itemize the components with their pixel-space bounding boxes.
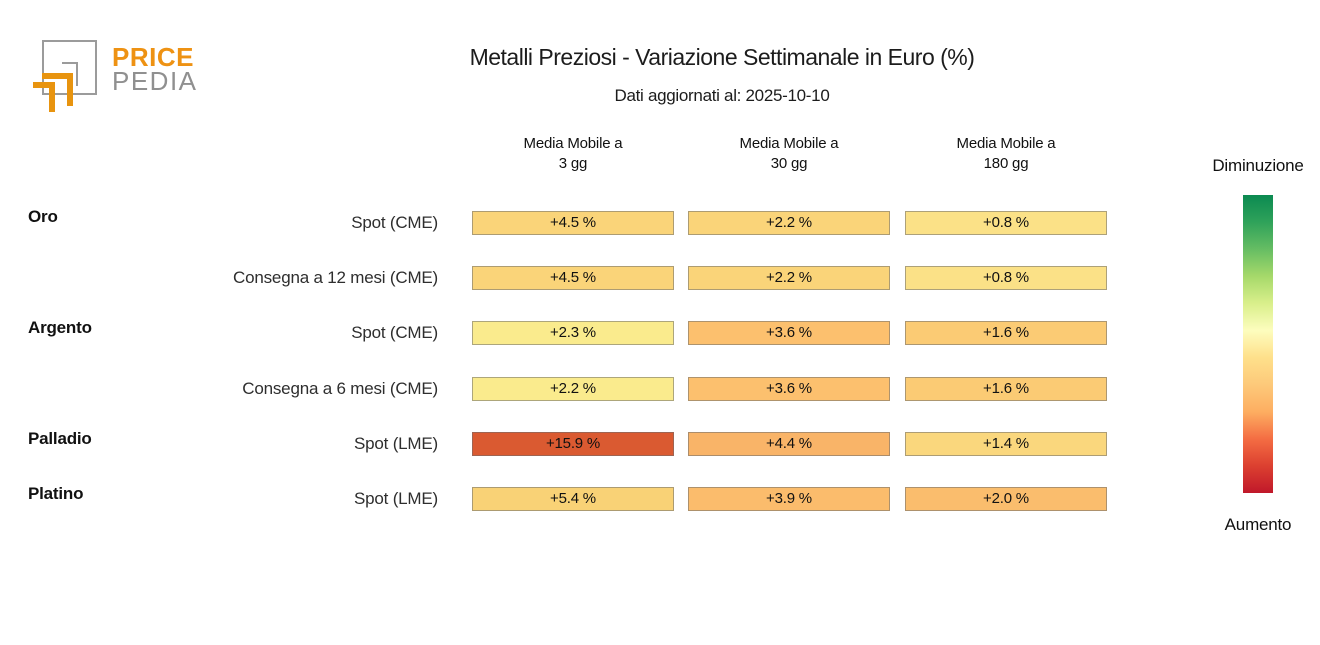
column-header-line2: 180 gg [983, 155, 1029, 172]
logo-bracket-shape [62, 62, 78, 86]
heatmap-cell: +4.4 % [688, 432, 890, 456]
page-subtitle: Dati aggiornati al: 2025-10-10 [614, 86, 830, 105]
row-label: Spot (LME) [354, 489, 438, 508]
legend-label-aumento: Aumento [1224, 515, 1292, 534]
heatmap-cell: +1.6 % [905, 321, 1107, 345]
legend-colorbar [1243, 195, 1273, 493]
group-label-palladio: Palladio [28, 429, 92, 448]
row-label: Spot (CME) [351, 213, 438, 232]
row-label: Consegna a 12 mesi (CME) [233, 268, 438, 287]
heatmap-cell: +2.3 % [472, 321, 674, 345]
column-header-3gg: Media Mobile a 3 gg [472, 134, 674, 174]
group-label-oro: Oro [28, 207, 58, 226]
heatmap-cell: +2.0 % [905, 487, 1107, 511]
column-header-line2: 3 gg [558, 155, 588, 172]
heatmap-cell: +3.6 % [688, 377, 890, 401]
column-header-line1: Media Mobile a [739, 135, 839, 152]
group-label-argento: Argento [28, 318, 92, 337]
heatmap-cell: +3.6 % [688, 321, 890, 345]
logo-text-price: PRICE [112, 42, 194, 72]
logo-orange-corner-small [33, 82, 55, 112]
heatmap-cell: +0.8 % [905, 266, 1107, 290]
logo-text-pedia: PEDIA [112, 66, 198, 96]
group-label-platino: Platino [28, 484, 84, 503]
logo-orange-corner-large [42, 73, 73, 106]
heatmap-cell: +1.4 % [905, 432, 1107, 456]
row-label: Spot (LME) [354, 434, 438, 453]
column-header-line2: 30 gg [770, 155, 808, 172]
heatmap-cell: +1.6 % [905, 377, 1107, 401]
heatmap-cell: +2.2 % [472, 377, 674, 401]
legend-label-diminuzione: Diminuzione [1212, 156, 1304, 175]
column-header-30gg: Media Mobile a 30 gg [688, 134, 890, 174]
column-header-180gg: Media Mobile a 180 gg [905, 134, 1107, 174]
row-label: Spot (CME) [351, 323, 438, 342]
heatmap-cell: +3.9 % [688, 487, 890, 511]
heatmap-cell: +4.5 % [472, 211, 674, 235]
column-header-line1: Media Mobile a [523, 135, 623, 152]
row-label: Consegna a 6 mesi (CME) [242, 379, 438, 398]
heatmap-cell: +5.4 % [472, 487, 674, 511]
heatmap-cell: +4.5 % [472, 266, 674, 290]
page-title: Metalli Preziosi - Variazione Settimanal… [469, 44, 975, 70]
heatmap-cell: +0.8 % [905, 211, 1107, 235]
heatmap-cell: +15.9 % [472, 432, 674, 456]
heatmap-cell: +2.2 % [688, 211, 890, 235]
heatmap-cell: +2.2 % [688, 266, 890, 290]
column-header-line1: Media Mobile a [956, 135, 1056, 152]
